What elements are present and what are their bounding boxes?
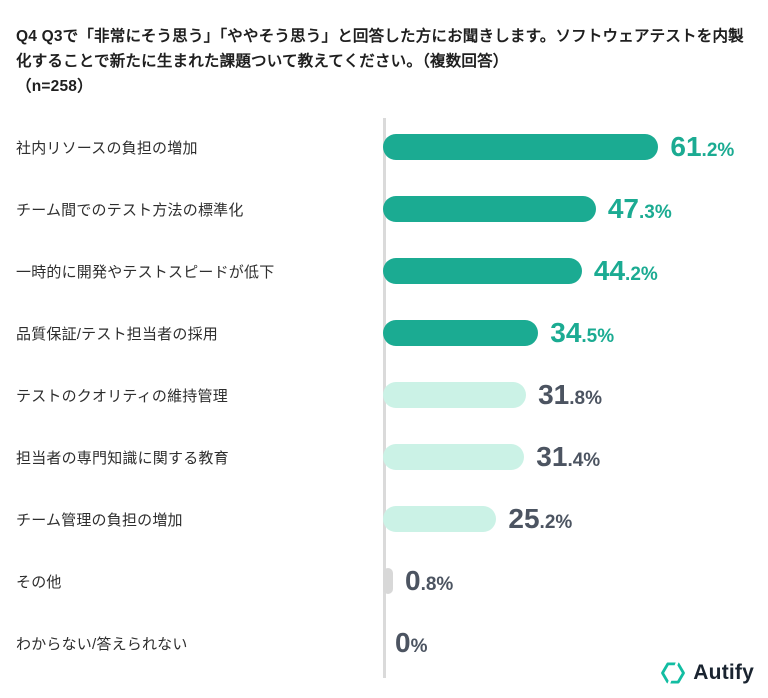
bar-value: 34.5% xyxy=(550,317,615,348)
chart-row: 一時的に開発やテストスピードが低下 44.2% xyxy=(16,240,768,302)
bar-label: わからない/答えられない xyxy=(16,635,188,653)
chart-title-text: Q4 Q3で「非常にそう思う」「ややそう思う」と回答した方にお聞きします。ソフト… xyxy=(16,28,744,71)
bar xyxy=(383,196,596,222)
bar-value: 31.8% xyxy=(538,379,602,410)
bar-value: 47.3% xyxy=(607,193,672,224)
bar-value: 25.2% xyxy=(508,503,573,534)
autify-logo-text: Autify xyxy=(693,661,754,684)
bar-value: 31.4% xyxy=(536,441,601,472)
bar-label: 一時的に開発やテストスピードが低下 xyxy=(16,263,275,281)
autify-hexagon-icon xyxy=(661,660,686,686)
bar xyxy=(383,134,659,160)
bar xyxy=(383,568,393,594)
chart-rows: 社内リソースの負担の増加 61.2% チーム間でのテスト方法の標準化 47.3% 一時的… xyxy=(16,116,768,674)
bar xyxy=(383,320,539,346)
chart-row: 社内リソースの負担の増加 61.2% xyxy=(16,116,768,178)
bar xyxy=(383,444,525,470)
chart-sample-size: （n=258） xyxy=(16,78,93,96)
bar-value: 0.8% xyxy=(405,565,454,596)
bar-area: 44.2% xyxy=(383,257,658,285)
bar-label: チーム間でのテスト方法の標準化 xyxy=(16,201,244,219)
bar-area: 34.5% xyxy=(383,319,614,347)
chart-row: チーム間でのテスト方法の標準化 47.3% xyxy=(16,178,768,240)
bar-label: その他 xyxy=(16,573,62,591)
bar-area: 0.8% xyxy=(383,567,453,595)
bar xyxy=(383,382,527,408)
bar xyxy=(383,506,497,532)
bar-label: チーム管理の負担の増加 xyxy=(16,511,183,529)
bar-label: 社内リソースの負担の増加 xyxy=(16,139,198,157)
bar xyxy=(383,258,582,284)
bar-area: 31.4% xyxy=(383,443,600,471)
bar-area: 47.3% xyxy=(383,195,672,223)
bar-area: 0% xyxy=(383,629,427,657)
bar-area: 61.2% xyxy=(383,133,734,161)
bar-label: 担当者の専門知識に関する教育 xyxy=(16,449,229,467)
chart-row: チーム管理の負担の増加 25.2% xyxy=(16,488,768,550)
bar-label: テストのクオリティの維持管理 xyxy=(16,387,228,405)
bar-area: 25.2% xyxy=(383,505,572,533)
bar-chart: 社内リソースの負担の増加 61.2% チーム間でのテスト方法の標準化 47.3% 一時的… xyxy=(16,116,768,678)
chart-row: わからない/答えられない 0% xyxy=(16,612,768,674)
chart-title: Q4 Q3で「非常にそう思う」「ややそう思う」と回答した方にお聞きします。ソフト… xyxy=(16,24,758,99)
bar-label: 品質保証/テスト担当者の採用 xyxy=(16,325,218,343)
bar-value: 0% xyxy=(395,627,428,658)
chart-row: テストのクオリティの維持管理 31.8% xyxy=(16,364,768,426)
bar-area: 31.8% xyxy=(383,381,602,409)
autify-logo: Autify xyxy=(660,660,754,686)
bar-value: 44.2% xyxy=(593,255,658,286)
chart-row: 担当者の専門知識に関する教育 31.4% xyxy=(16,426,768,488)
chart-row: 品質保証/テスト担当者の採用 34.5% xyxy=(16,302,768,364)
bar-value: 61.2% xyxy=(670,131,735,162)
chart-row: その他 0.8% xyxy=(16,550,768,612)
